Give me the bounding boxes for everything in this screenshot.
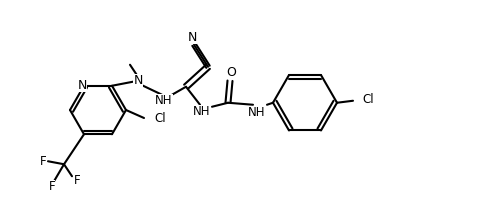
Text: NH: NH: [155, 94, 173, 107]
Text: N: N: [134, 74, 143, 87]
Text: N: N: [187, 31, 197, 44]
Text: F: F: [74, 174, 80, 187]
Text: NH: NH: [193, 105, 211, 118]
Text: O: O: [226, 66, 236, 79]
Text: NH: NH: [248, 106, 266, 119]
Text: F: F: [49, 180, 55, 193]
Text: Cl: Cl: [362, 93, 373, 106]
Text: Cl: Cl: [154, 112, 166, 126]
Text: N: N: [77, 79, 87, 92]
Text: F: F: [40, 155, 46, 168]
